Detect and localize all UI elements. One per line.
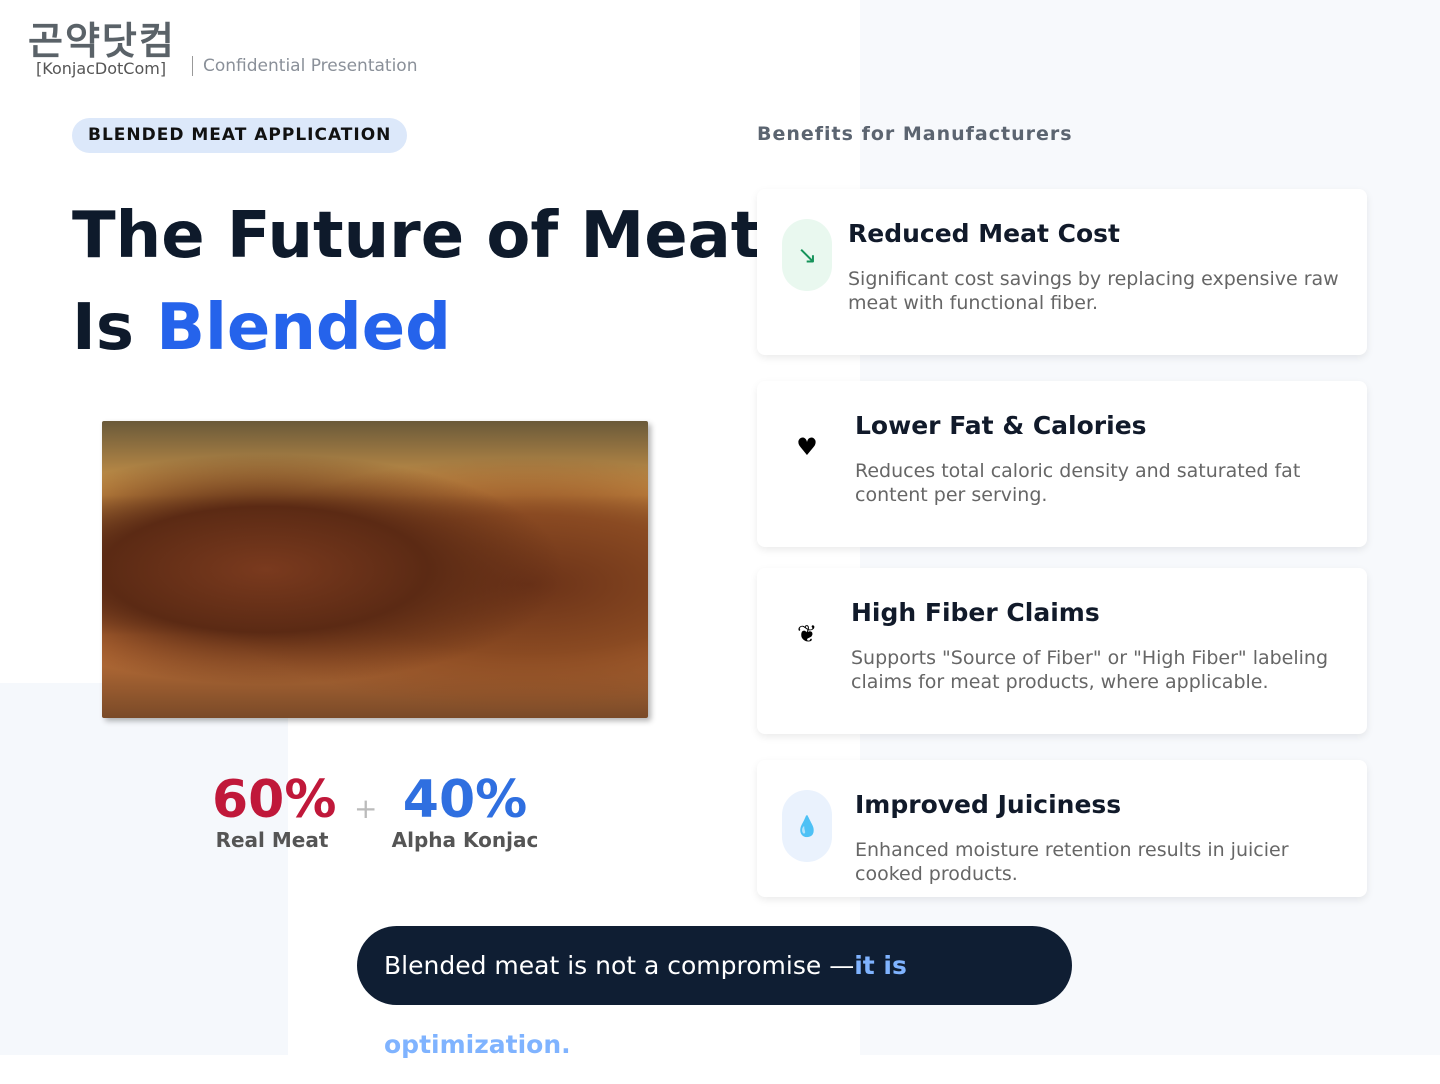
heart-pulse-icon: ♥ — [796, 433, 818, 461]
background-panel — [0, 683, 288, 1055]
leaf-icon: ❦ — [796, 620, 818, 648]
stat-value: 40% — [402, 770, 528, 830]
benefit-card: 💧 Improved Juiciness Enhanced moisture ret… — [757, 760, 1367, 897]
trending-down-icon: ↘ — [782, 219, 832, 291]
water-drop-icon: 💧 — [782, 790, 832, 862]
benefit-title: Lower Fat & Calories — [855, 411, 1147, 440]
benefits-heading: Benefits for Manufacturers — [757, 123, 1073, 145]
benefit-desc: Supports "Source of Fiber" or "High Fibe… — [851, 647, 1329, 693]
burger-image — [102, 421, 648, 718]
title-prefix: Is — [72, 291, 157, 365]
stat-label: Real Meat — [215, 828, 329, 852]
banner-highlight: it is optimization. — [384, 951, 907, 1059]
benefit-title: Reduced Meat Cost — [848, 219, 1120, 248]
benefit-title: High Fiber Claims — [851, 598, 1100, 627]
title-highlight: Blended — [156, 291, 451, 365]
subtitle: Confidential Presentation — [192, 56, 417, 76]
plus-sign: + — [354, 792, 378, 825]
page-title: The Future of Meat Is Blended — [72, 190, 761, 374]
stat-konjac: 40% Alpha Konjac — [390, 772, 540, 852]
benefit-title: Improved Juiciness — [855, 790, 1122, 819]
stat-real-meat: 60% Real Meat — [212, 770, 337, 852]
stat-value: 60% — [212, 770, 337, 830]
benefit-card: ♥ Lower Fat & Calories Reduces total calor… — [757, 381, 1367, 547]
benefit-desc: Enhanced moisture retention results in j… — [855, 839, 1289, 885]
stat-label: Alpha Konjac — [391, 828, 539, 852]
banner-text: Blended meat is not a compromise — — [384, 951, 855, 980]
logo-english: [KonjacDotCom] — [36, 59, 167, 78]
benefit-card: ❦ High Fiber Claims Supports "Source of Fi… — [757, 568, 1367, 734]
benefit-card: ↘ Reduced Meat Cost Significant cost savin… — [757, 189, 1367, 355]
category-tag: BLENDED MEAT APPLICATION — [72, 118, 408, 153]
logo: 곤약닷컴 — [28, 19, 176, 63]
benefit-desc: Significant cost savings by replacing ex… — [848, 268, 1339, 314]
title-line-1: The Future of Meat — [72, 199, 762, 273]
benefit-desc: Reduces total caloric density and satura… — [855, 460, 1301, 506]
tagline-banner: Blended meat is not a compromise —it is … — [357, 926, 1072, 1059]
